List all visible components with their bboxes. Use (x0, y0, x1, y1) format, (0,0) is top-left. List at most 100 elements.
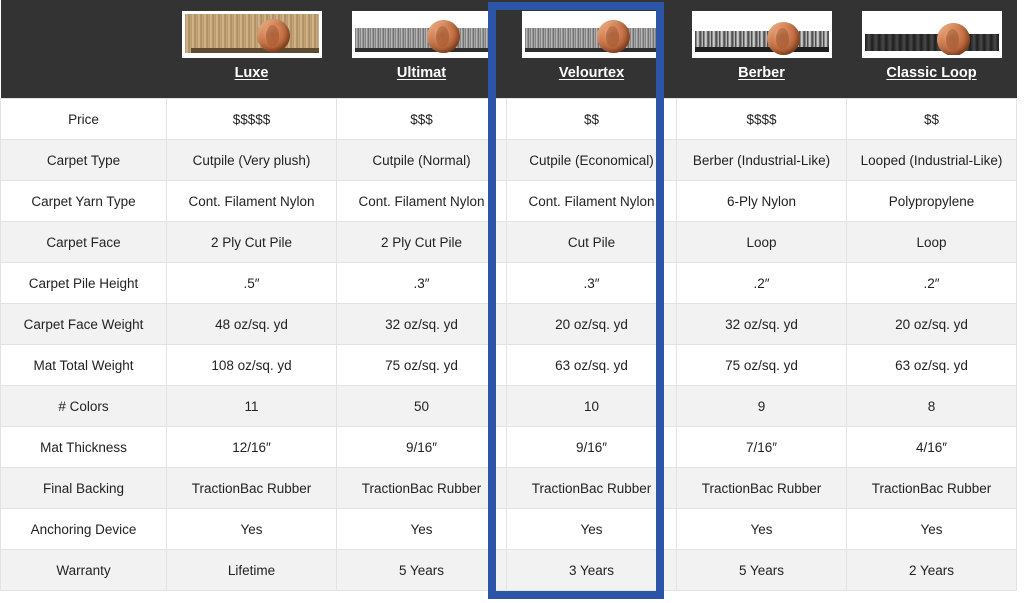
cell-value: Yes (336, 508, 507, 550)
cell-value: 2 Years (846, 549, 1017, 591)
table-row: # Colors 11 50 10 9 8 (0, 385, 1017, 427)
product-header-content: Luxe (167, 0, 337, 98)
cell-value: 10 (506, 385, 677, 427)
cell-value: Cont. Filament Nylon (166, 180, 337, 222)
cell-value: Lifetime (166, 549, 337, 591)
row-label-carpet-face: Carpet Face (0, 221, 167, 263)
row-label-carpet-pile-height: Carpet Pile Height (0, 262, 167, 304)
cell-value: Loop (846, 221, 1017, 263)
cell-value: 48 oz/sq. yd (166, 303, 337, 345)
carpet-cross-section-graphic (524, 28, 659, 52)
cell-value: 32 oz/sq. yd (336, 303, 507, 345)
cell-value: 4/16″ (846, 426, 1017, 468)
product-header-berber: Berber (676, 0, 847, 99)
cell-value: TractionBac Rubber (166, 467, 337, 509)
cell-value: Berber (Industrial-Like) (676, 139, 847, 181)
penny-scale-reference-icon (936, 23, 970, 55)
cell-value: 9/16″ (506, 426, 677, 468)
cell-value: TractionBac Rubber (676, 467, 847, 509)
product-header-content: Classic Loop (847, 0, 1017, 98)
row-label-anchoring-device: Anchoring Device (0, 508, 167, 550)
product-name-link-classic-loop[interactable]: Classic Loop (886, 65, 977, 81)
product-header-velourtex: Velourtex (506, 0, 677, 99)
table-row: Mat Thickness 12/16″ 9/16″ 9/16″ 7/16″ 4/16″ (0, 426, 1017, 468)
table-row: Anchoring Device Yes Yes Yes Yes Yes (0, 508, 1017, 550)
cell-value: Cont. Filament Nylon (336, 180, 507, 222)
cell-value: 2 Ply Cut Pile (336, 221, 507, 263)
cell-value: $$$$ (676, 98, 847, 140)
carpet-cross-section-graphic (864, 34, 999, 51)
thumbnail-inner (694, 14, 829, 55)
cell-value: 3 Years (506, 549, 677, 591)
cell-value: 20 oz/sq. yd (846, 303, 1017, 345)
product-name-link-berber[interactable]: Berber (738, 65, 785, 81)
row-label-mat-total-weight: Mat Total Weight (0, 344, 167, 386)
product-thumbnail-image (861, 11, 1002, 58)
product-thumbnail-image (521, 11, 662, 58)
product-name-link-velourtex[interactable]: Velourtex (558, 65, 625, 81)
cell-value: Yes (676, 508, 847, 550)
header-row: Luxe Ultimat Velourtex Berber Classic Loop (0, 0, 1017, 99)
row-label-mat-thickness: Mat Thickness (0, 426, 167, 468)
product-name-link-ultimat[interactable]: Ultimat (396, 65, 447, 81)
cell-value: 75 oz/sq. yd (336, 344, 507, 386)
carpet-cross-section-graphic (694, 31, 829, 52)
cell-value: Yes (846, 508, 1017, 550)
cell-value: $$ (846, 98, 1017, 140)
cell-value: Cutpile (Very plush) (166, 139, 337, 181)
cell-value: Cutpile (Economical) (506, 139, 677, 181)
cell-value: $$ (506, 98, 677, 140)
cell-value: 7/16″ (676, 426, 847, 468)
table-row: Carpet Face 2 Ply Cut Pile 2 Ply Cut Pile C… (0, 221, 1017, 263)
table-header: Luxe Ultimat Velourtex Berber Classic Loop (0, 0, 1017, 99)
product-comparison-table: Luxe Ultimat Velourtex Berber Classic Loop P… (0, 0, 1017, 591)
table-row: Mat Total Weight 108 oz/sq. yd 75 oz/sq. y… (0, 344, 1017, 386)
cell-value: .3″ (336, 262, 507, 304)
cell-value: 9/16″ (336, 426, 507, 468)
cell-value: 5 Years (336, 549, 507, 591)
cell-value: .2″ (676, 262, 847, 304)
product-name-link-luxe[interactable]: Luxe (234, 65, 269, 81)
cell-value: 108 oz/sq. yd (166, 344, 337, 386)
product-header-content: Berber (677, 0, 847, 98)
table-row: Carpet Pile Height .5″ .3″ .3″ .2″ .2″ (0, 262, 1017, 304)
penny-scale-reference-icon (596, 20, 630, 53)
table-row: Price $$$$$ $$$ $$ $$$$ $$ (0, 98, 1017, 140)
penny-scale-reference-icon (426, 20, 460, 53)
product-header-luxe: Luxe (166, 0, 337, 99)
thumbnail-inner (524, 14, 659, 55)
product-header-content: Ultimat (337, 0, 507, 98)
cell-value: Yes (166, 508, 337, 550)
penny-scale-reference-icon (766, 22, 800, 55)
product-header-ultimat: Ultimat (336, 0, 507, 99)
cell-value: 11 (166, 385, 337, 427)
cell-value: Polypropylene (846, 180, 1017, 222)
cell-value: .5″ (166, 262, 337, 304)
cell-value: 2 Ply Cut Pile (166, 221, 337, 263)
cell-value: 9 (676, 385, 847, 427)
product-header-content: Velourtex (507, 0, 677, 98)
cell-value: Cut Pile (506, 221, 677, 263)
cell-value: 6-Ply Nylon (676, 180, 847, 222)
header-corner-cell (0, 0, 167, 99)
product-thumbnail-image (351, 11, 492, 58)
cell-value: TractionBac Rubber (846, 467, 1017, 509)
cell-value: 32 oz/sq. yd (676, 303, 847, 345)
row-label-price: Price (0, 98, 167, 140)
row-label-carpet-yarn-type: Carpet Yarn Type (0, 180, 167, 222)
cell-value: Cutpile (Normal) (336, 139, 507, 181)
carpet-cross-section-graphic (184, 14, 319, 53)
row-label-final-backing: Final Backing (0, 467, 167, 509)
thumbnail-inner (184, 14, 319, 55)
penny-scale-reference-icon (256, 19, 290, 52)
table-row: Carpet Yarn Type Cont. Filament Nylon Cont… (0, 180, 1017, 222)
row-label-carpet-type: Carpet Type (0, 139, 167, 181)
cell-value: $$$ (336, 98, 507, 140)
cell-value: Yes (506, 508, 677, 550)
cell-value: .2″ (846, 262, 1017, 304)
cell-value: 63 oz/sq. yd (846, 344, 1017, 386)
row-label-carpet-face-weight: Carpet Face Weight (0, 303, 167, 345)
table-body: Price $$$$$ $$$ $$ $$$$ $$ Carpet Type Cutpile … (0, 98, 1017, 591)
product-thumbnail-image (691, 11, 832, 58)
